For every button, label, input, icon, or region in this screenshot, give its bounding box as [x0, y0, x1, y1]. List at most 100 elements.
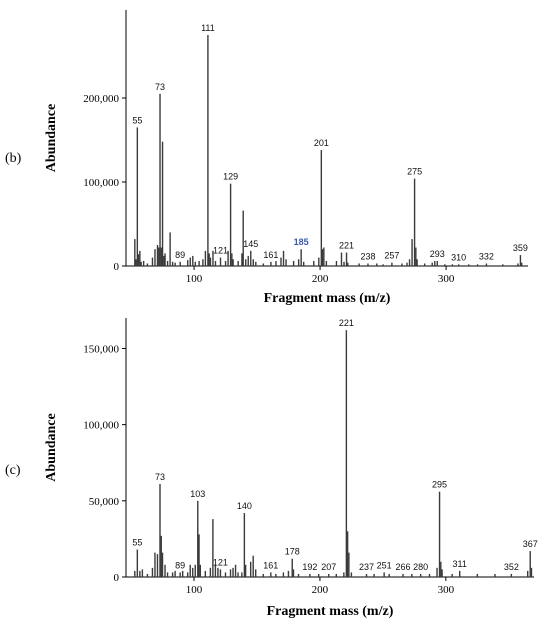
peak-bar	[451, 264, 454, 266]
peak-bar	[313, 260, 315, 266]
peak-bar	[345, 330, 348, 577]
peak-bar	[187, 260, 189, 266]
peak-bar	[192, 567, 194, 577]
x-tick-label: 300	[438, 584, 455, 596]
peak-bar	[179, 572, 181, 577]
peak-bar	[459, 570, 461, 577]
peak-bar	[275, 573, 277, 577]
peak-bar	[217, 567, 219, 577]
y-tick-label: 50,000	[89, 496, 120, 508]
peak-label: 55	[132, 115, 142, 125]
peak-bar	[142, 260, 145, 266]
peak-label: 293	[430, 249, 445, 259]
peak-bar	[151, 257, 154, 266]
peak-bar	[136, 127, 139, 267]
x-axis-title: Fragment mass (m/z)	[267, 604, 394, 619]
peak-bar	[192, 255, 194, 266]
peak-bar	[171, 572, 174, 577]
peak-bar	[169, 232, 171, 266]
peak-bar	[181, 570, 184, 577]
peak-bar	[154, 552, 156, 577]
y-axis-title: Abundance	[44, 104, 59, 172]
peak-bar	[244, 564, 247, 577]
peak-label: 111	[201, 23, 215, 33]
peak-bar	[291, 558, 293, 577]
peak-bar	[530, 567, 533, 577]
peak-bar	[309, 573, 311, 577]
peak-bar	[154, 249, 156, 266]
peak-bar	[189, 564, 191, 577]
peak-bar	[212, 250, 214, 266]
peak-bar	[408, 259, 411, 266]
peak-label: 238	[360, 251, 375, 261]
peak-bar	[419, 573, 422, 577]
peak-bar	[231, 253, 233, 266]
peak-bar	[485, 263, 488, 266]
peak-bar	[476, 573, 479, 577]
peak-bar	[214, 564, 217, 577]
peak-bar	[237, 260, 239, 266]
peak-bar	[166, 572, 169, 577]
peak-bar	[270, 572, 272, 577]
peak-bar	[406, 262, 408, 266]
peak-label: 237	[359, 562, 374, 572]
peak-bar	[451, 573, 453, 577]
peak-bar	[255, 261, 257, 266]
peak-label: 257	[384, 251, 399, 261]
peak-label: 266	[396, 562, 411, 572]
y-tick-label: 200,000	[83, 93, 119, 105]
peak-bar	[287, 570, 290, 577]
peak-bar	[243, 513, 246, 577]
peak-bar	[232, 567, 234, 577]
spectrum-panel-1: 0 50,000 100,000 150,000 100 200 300 55 73 89 103 1…	[5, 318, 538, 619]
peak-bar	[158, 247, 160, 266]
peak-bar	[411, 573, 413, 577]
peak-label: 103	[190, 489, 205, 499]
peak-bar	[250, 250, 252, 266]
peak-bar	[156, 554, 159, 577]
y-tick-label: 100,000	[83, 420, 119, 432]
peak-bar	[159, 93, 161, 266]
peak-bar	[494, 573, 496, 577]
peak-bar	[249, 561, 252, 577]
peak-bar	[348, 552, 350, 577]
peak-bar	[174, 570, 176, 577]
peak-bar	[382, 264, 384, 266]
peak-bar	[164, 564, 166, 577]
x-tick-label: 100	[186, 273, 203, 285]
peak-bar	[321, 249, 324, 266]
peak-bar	[202, 259, 204, 266]
peak-bar	[345, 252, 348, 266]
peak-label: 310	[451, 252, 466, 262]
peak-bar	[343, 572, 345, 577]
peak-bar	[187, 572, 189, 577]
peak-label: 221	[339, 241, 354, 251]
peak-bar	[252, 555, 254, 577]
peak-bar	[391, 262, 393, 266]
peak-bar	[208, 253, 210, 266]
peak-bar	[160, 247, 162, 266]
peak-bar	[139, 250, 141, 266]
peak-bar	[252, 259, 254, 266]
peak-label: 207	[321, 562, 336, 572]
peak-bar	[415, 247, 417, 266]
peak-bar	[320, 150, 323, 266]
y-tick-label: 0	[114, 261, 120, 273]
peak-bar	[137, 254, 140, 266]
panel-label: (b)	[5, 151, 22, 166]
peak-bar	[151, 567, 154, 577]
peak-bar	[317, 573, 320, 577]
peak-bar	[136, 549, 139, 577]
peak-bar	[212, 519, 214, 577]
peak-bar	[159, 484, 161, 577]
x-tick-label: 100	[186, 584, 203, 596]
peak-bar	[134, 239, 136, 266]
peak-bar	[280, 257, 282, 266]
peak-bar	[282, 572, 285, 577]
peak-bar	[529, 551, 531, 577]
peak-bar	[350, 572, 353, 577]
peak-bar	[376, 263, 378, 266]
peak-label: 311	[453, 559, 467, 569]
peak-bar	[224, 572, 227, 577]
